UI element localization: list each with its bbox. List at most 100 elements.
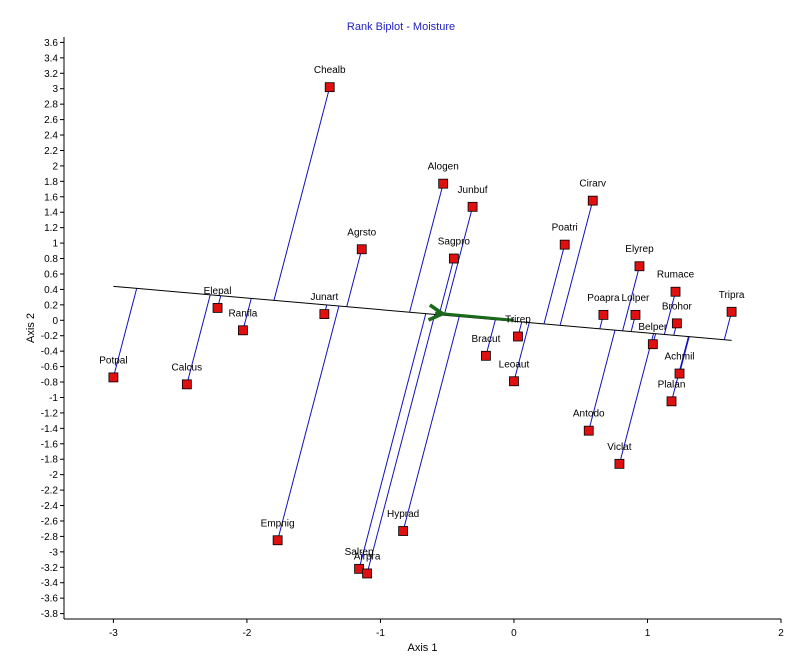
y-tick-label: -2.2 [41,486,59,497]
x-tick-label: -1 [376,628,385,639]
data-point [356,244,367,255]
projection-line [559,200,594,326]
x-tick-label: 1 [645,628,651,639]
data-point [438,178,449,189]
projection-line [358,313,427,569]
y-tick-label: -1 [49,393,58,404]
data-point [324,82,335,93]
point-label: Antodo [573,409,605,420]
projection-line [366,314,436,574]
projection-line [277,305,340,541]
data-point [272,535,283,546]
data-point [319,309,330,320]
point-label: Rumace [657,270,695,281]
projection-line [679,336,690,374]
x-tick-label: -3 [109,628,118,639]
y-tick-label: 1.8 [44,177,58,188]
point-label: Potpal [99,355,127,366]
point-label: Poatri [552,223,578,234]
biplot-axis-line [113,285,732,341]
y-tick-label: 0 [52,316,58,327]
point-label: Hyprad [387,509,419,520]
y-axis-title: Axis 2 [25,313,37,343]
data-point [509,376,519,387]
data-point [559,239,570,250]
data-point [666,396,677,407]
point-label: Poapra [587,293,620,304]
y-tick-label: 2 [52,161,58,172]
point-label: Junart [310,292,338,303]
point-label: Viclat [607,442,631,453]
projection-line [622,266,640,331]
data-point [671,318,682,329]
x-tick-label: 0 [511,628,517,639]
projection-line [402,316,460,532]
projection-line [513,322,530,382]
point-label: Tripra [719,290,745,301]
projection-line [663,291,677,335]
projection-line [186,294,211,385]
data-point [481,350,491,361]
y-tick-label: -0.8 [41,378,59,389]
projection-line [543,244,566,325]
data-point [238,325,248,336]
point-label: Junbuf [458,185,488,196]
point-label: Chealb [314,65,346,76]
point-label: Leoaut [499,359,530,370]
point-label: Brohor [662,301,693,312]
data-point [398,526,409,536]
data-point [614,458,625,469]
point-label: Airpra [354,551,381,562]
point-label: Bracut [471,334,500,345]
y-tick-label: 1.2 [44,223,58,234]
y-tick-label: 2.2 [44,146,58,157]
y-tick-label: 1.4 [44,208,58,219]
y-tick-label: 2.8 [44,100,58,111]
data-point [448,253,459,264]
y-tick-label: -2 [49,470,58,481]
data-point [212,303,223,313]
projection-line [588,330,616,431]
data-point [467,201,478,212]
point-label: Salrep [345,547,374,558]
direction-arrow [435,313,515,322]
y-tick-label: 3.4 [44,53,58,64]
y-tick-label: -3 [49,547,58,558]
point-label: Ranfla [228,308,257,319]
point-label: Elepal [204,286,232,297]
y-tick-label: -2.8 [41,532,59,543]
point-label: Elyrep [625,244,654,255]
projection-line [409,183,444,313]
x-tick-label: 2 [778,628,784,639]
y-tick-label: 0.6 [44,269,58,280]
point-label: Belper [638,322,668,333]
y-tick-label: 2.6 [44,115,58,126]
y-tick-label: 0.2 [44,300,58,311]
projection-line [346,249,363,307]
data-point [598,309,609,320]
data-point [362,568,372,579]
y-tick-label: 3.6 [44,38,58,49]
y-tick-label: 0.4 [44,285,58,296]
projection-line [242,298,252,331]
y-tick-label: -0.2 [41,331,59,342]
projection-line [618,333,655,464]
projection-line [485,319,496,356]
projection-line [112,288,138,378]
y-tick-label: 3 [52,84,58,95]
point-label: Achmil [665,352,695,363]
point-label: Plalan [658,379,686,390]
y-tick-label: -1.8 [41,455,59,466]
y-tick-label: -3.6 [41,594,59,605]
point-label: Calcus [172,362,203,373]
point-label: Alogen [428,162,459,173]
data-point [647,339,658,350]
x-tick-label: -2 [242,628,251,639]
chart-title: Rank Biplot - Moisture [346,21,456,33]
data-point [674,368,685,379]
data-point [108,372,119,383]
y-tick-label: -2.6 [41,516,59,527]
point-label: Sagpro [438,237,471,248]
